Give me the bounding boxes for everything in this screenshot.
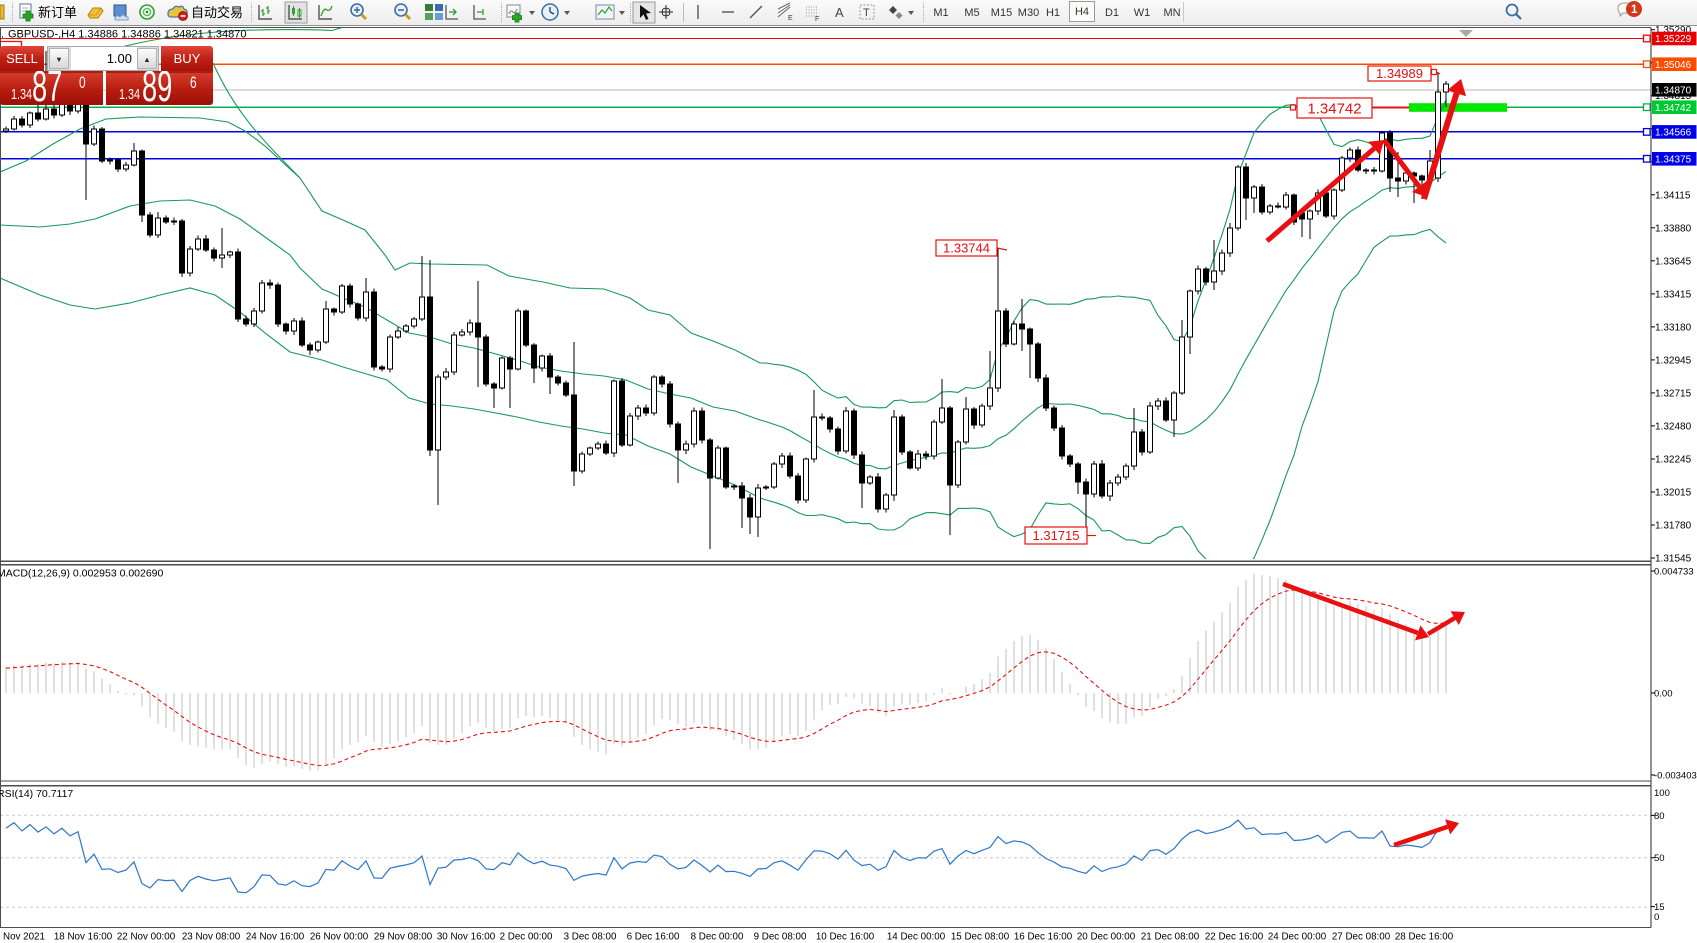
svg-text:1.31545: 1.31545 [1655, 554, 1692, 565]
svg-text:27 Dec 08:00: 27 Dec 08:00 [1332, 932, 1391, 943]
svg-text:1.35046: 1.35046 [1655, 60, 1692, 71]
svg-text:26 Nov 00:00: 26 Nov 00:00 [310, 932, 369, 943]
svg-text:MACD(12,26,9) 0.002953 0.00269: MACD(12,26,9) 0.002953 0.002690 [0, 568, 164, 580]
svg-text:1.32480: 1.32480 [1655, 421, 1692, 432]
svg-text:1.34870: 1.34870 [1655, 86, 1692, 97]
svg-text:自动交易: 自动交易 [191, 5, 243, 20]
svg-text:29 Nov 08:00: 29 Nov 08:00 [374, 932, 433, 943]
svg-text:20 Dec 00:00: 20 Dec 00:00 [1077, 932, 1136, 943]
svg-text:1.34742: 1.34742 [1655, 103, 1692, 114]
svg-text:6 Dec 16:00: 6 Dec 16:00 [627, 932, 680, 943]
svg-text:1.33180: 1.33180 [1655, 322, 1692, 333]
svg-text:15: 15 [1654, 902, 1665, 913]
svg-text:0.00: 0.00 [1654, 689, 1673, 700]
svg-text:22 Nov 00:00: 22 Nov 00:00 [117, 932, 176, 943]
svg-text:RSI(14) 70.7117: RSI(14) 70.7117 [0, 788, 73, 800]
svg-text:30 Nov 16:00: 30 Nov 16:00 [437, 932, 496, 943]
svg-text:15 Dec 08:00: 15 Dec 08:00 [951, 932, 1010, 943]
svg-text:3 Dec 08:00: 3 Dec 08:00 [564, 932, 617, 943]
svg-text:21 Dec 08:00: 21 Dec 08:00 [1141, 932, 1200, 943]
svg-text:14 Dec 00:00: 14 Dec 00:00 [887, 932, 946, 943]
svg-text:-0.003403: -0.003403 [1654, 771, 1697, 782]
svg-text:80: 80 [1654, 811, 1665, 822]
svg-text:1.32945: 1.32945 [1655, 355, 1692, 366]
svg-text:GBPUSD-,H4 1.34886 1.34886 1.: GBPUSD-,H4 1.34886 1.34886 1.34821 1.348… [8, 29, 247, 41]
svg-text:A: A [835, 5, 844, 20]
svg-text:1.32245: 1.32245 [1655, 455, 1692, 466]
svg-text:0: 0 [1654, 912, 1659, 923]
svg-text:1.33744: 1.33744 [943, 241, 990, 256]
svg-text:1.34815: 1.34815 [1655, 91, 1692, 102]
svg-text:8 Dec 00:00: 8 Dec 00:00 [691, 932, 744, 943]
svg-text:10 Dec 16:00: 10 Dec 16:00 [816, 932, 875, 943]
svg-text:9 Dec 08:00: 9 Dec 08:00 [754, 932, 807, 943]
svg-text:24 Nov 16:00: 24 Nov 16:00 [246, 932, 305, 943]
svg-text:2 Dec 00:00: 2 Dec 00:00 [500, 932, 553, 943]
svg-text:Nov 2021: Nov 2021 [3, 932, 45, 943]
svg-text:1.33415: 1.33415 [1655, 289, 1692, 300]
svg-text:22 Dec 16:00: 22 Dec 16:00 [1205, 932, 1264, 943]
svg-text:T: T [863, 7, 870, 19]
svg-text:100: 100 [1654, 788, 1670, 799]
svg-text:1.31780: 1.31780 [1655, 521, 1692, 532]
svg-text:18 Nov 16:00: 18 Nov 16:00 [54, 932, 113, 943]
svg-text:1.33645: 1.33645 [1655, 256, 1692, 267]
svg-text:1: 1 [1631, 4, 1638, 16]
svg-text:1.34375: 1.34375 [1655, 155, 1692, 166]
svg-text:23 Nov 08:00: 23 Nov 08:00 [182, 932, 241, 943]
svg-text:1.34115: 1.34115 [1655, 190, 1691, 201]
svg-text:1.35229: 1.35229 [1655, 34, 1692, 45]
svg-text:.: . [1, 29, 4, 41]
svg-text:新订单: 新订单 [38, 5, 77, 20]
svg-text:0.004733: 0.004733 [1654, 567, 1694, 578]
svg-text:E: E [788, 15, 793, 22]
svg-text:28 Dec 16:00: 28 Dec 16:00 [1395, 932, 1454, 943]
svg-text:1.33880: 1.33880 [1655, 223, 1692, 234]
svg-text:F: F [815, 16, 819, 23]
svg-text:1.35290: 1.35290 [1655, 25, 1692, 36]
svg-text:1.34566: 1.34566 [1655, 128, 1692, 139]
svg-text:1.32715: 1.32715 [1655, 388, 1692, 399]
svg-text:16 Dec 16:00: 16 Dec 16:00 [1014, 932, 1073, 943]
svg-text:1.34742: 1.34742 [1307, 100, 1361, 117]
svg-text:50: 50 [1654, 853, 1665, 864]
svg-text:1.31715: 1.31715 [1033, 528, 1080, 543]
svg-text:24 Dec 00:00: 24 Dec 00:00 [1268, 932, 1327, 943]
svg-text:1.34989: 1.34989 [1376, 66, 1423, 81]
svg-text:1.32015: 1.32015 [1655, 488, 1692, 499]
